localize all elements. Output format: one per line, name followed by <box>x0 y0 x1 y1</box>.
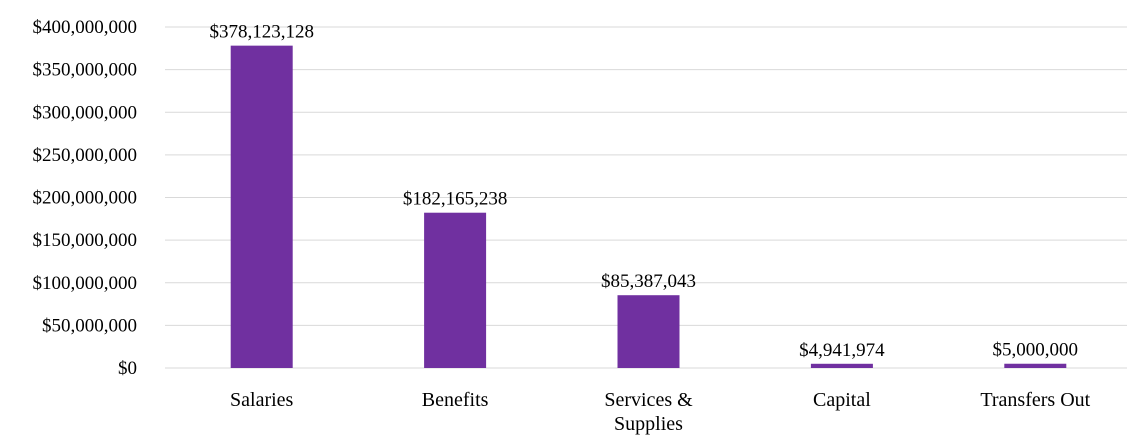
y-tick-label: $350,000,000 <box>33 60 138 81</box>
bar <box>230 45 293 369</box>
y-tick-label: $250,000,000 <box>33 145 138 166</box>
data-label: $182,165,238 <box>403 189 508 210</box>
x-category-label-line: Supplies <box>614 413 683 435</box>
y-tick-label: $200,000,000 <box>33 188 138 209</box>
y-tick-label: $50,000,000 <box>42 315 137 336</box>
bar <box>810 363 873 368</box>
y-tick-label: $150,000,000 <box>33 230 138 251</box>
bar <box>424 212 487 368</box>
x-axis-category-labels: Salaries Benefits Services & Supplies Capita… <box>230 389 1091 435</box>
gridlines <box>165 26 1127 369</box>
x-category-label: Capital <box>813 389 871 411</box>
data-label: $85,387,043 <box>601 271 696 292</box>
y-tick-label: $100,000,000 <box>33 273 138 294</box>
y-tick-label: $0 <box>118 358 137 379</box>
x-category-label-line: Benefits <box>422 389 489 411</box>
bar <box>1004 363 1067 368</box>
x-category-label: Benefits <box>422 389 489 411</box>
x-category-label-line: Services & <box>604 389 693 411</box>
bars <box>230 45 1067 369</box>
data-label: $5,000,000 <box>993 340 1079 361</box>
data-labels: $378,123,128 $182,165,238 $85,387,043 $4,94… <box>209 22 1078 361</box>
data-label: $378,123,128 <box>209 22 314 43</box>
x-category-label-line: Capital <box>813 389 871 411</box>
x-category-label: Transfers Out <box>980 389 1090 411</box>
y-axis-tick-labels: $0 $50,000,000 $100,000,000 $150,000,000 $20… <box>33 17 138 379</box>
x-category-label: Salaries <box>230 389 294 411</box>
x-category-label-line: Transfers Out <box>980 389 1090 411</box>
data-label: $4,941,974 <box>799 340 885 361</box>
bar <box>617 295 680 368</box>
y-tick-label: $300,000,000 <box>33 102 138 123</box>
x-category-label: Services & Supplies <box>604 389 693 435</box>
y-tick-label: $400,000,000 <box>33 17 138 38</box>
x-category-label-line: Salaries <box>230 389 294 411</box>
